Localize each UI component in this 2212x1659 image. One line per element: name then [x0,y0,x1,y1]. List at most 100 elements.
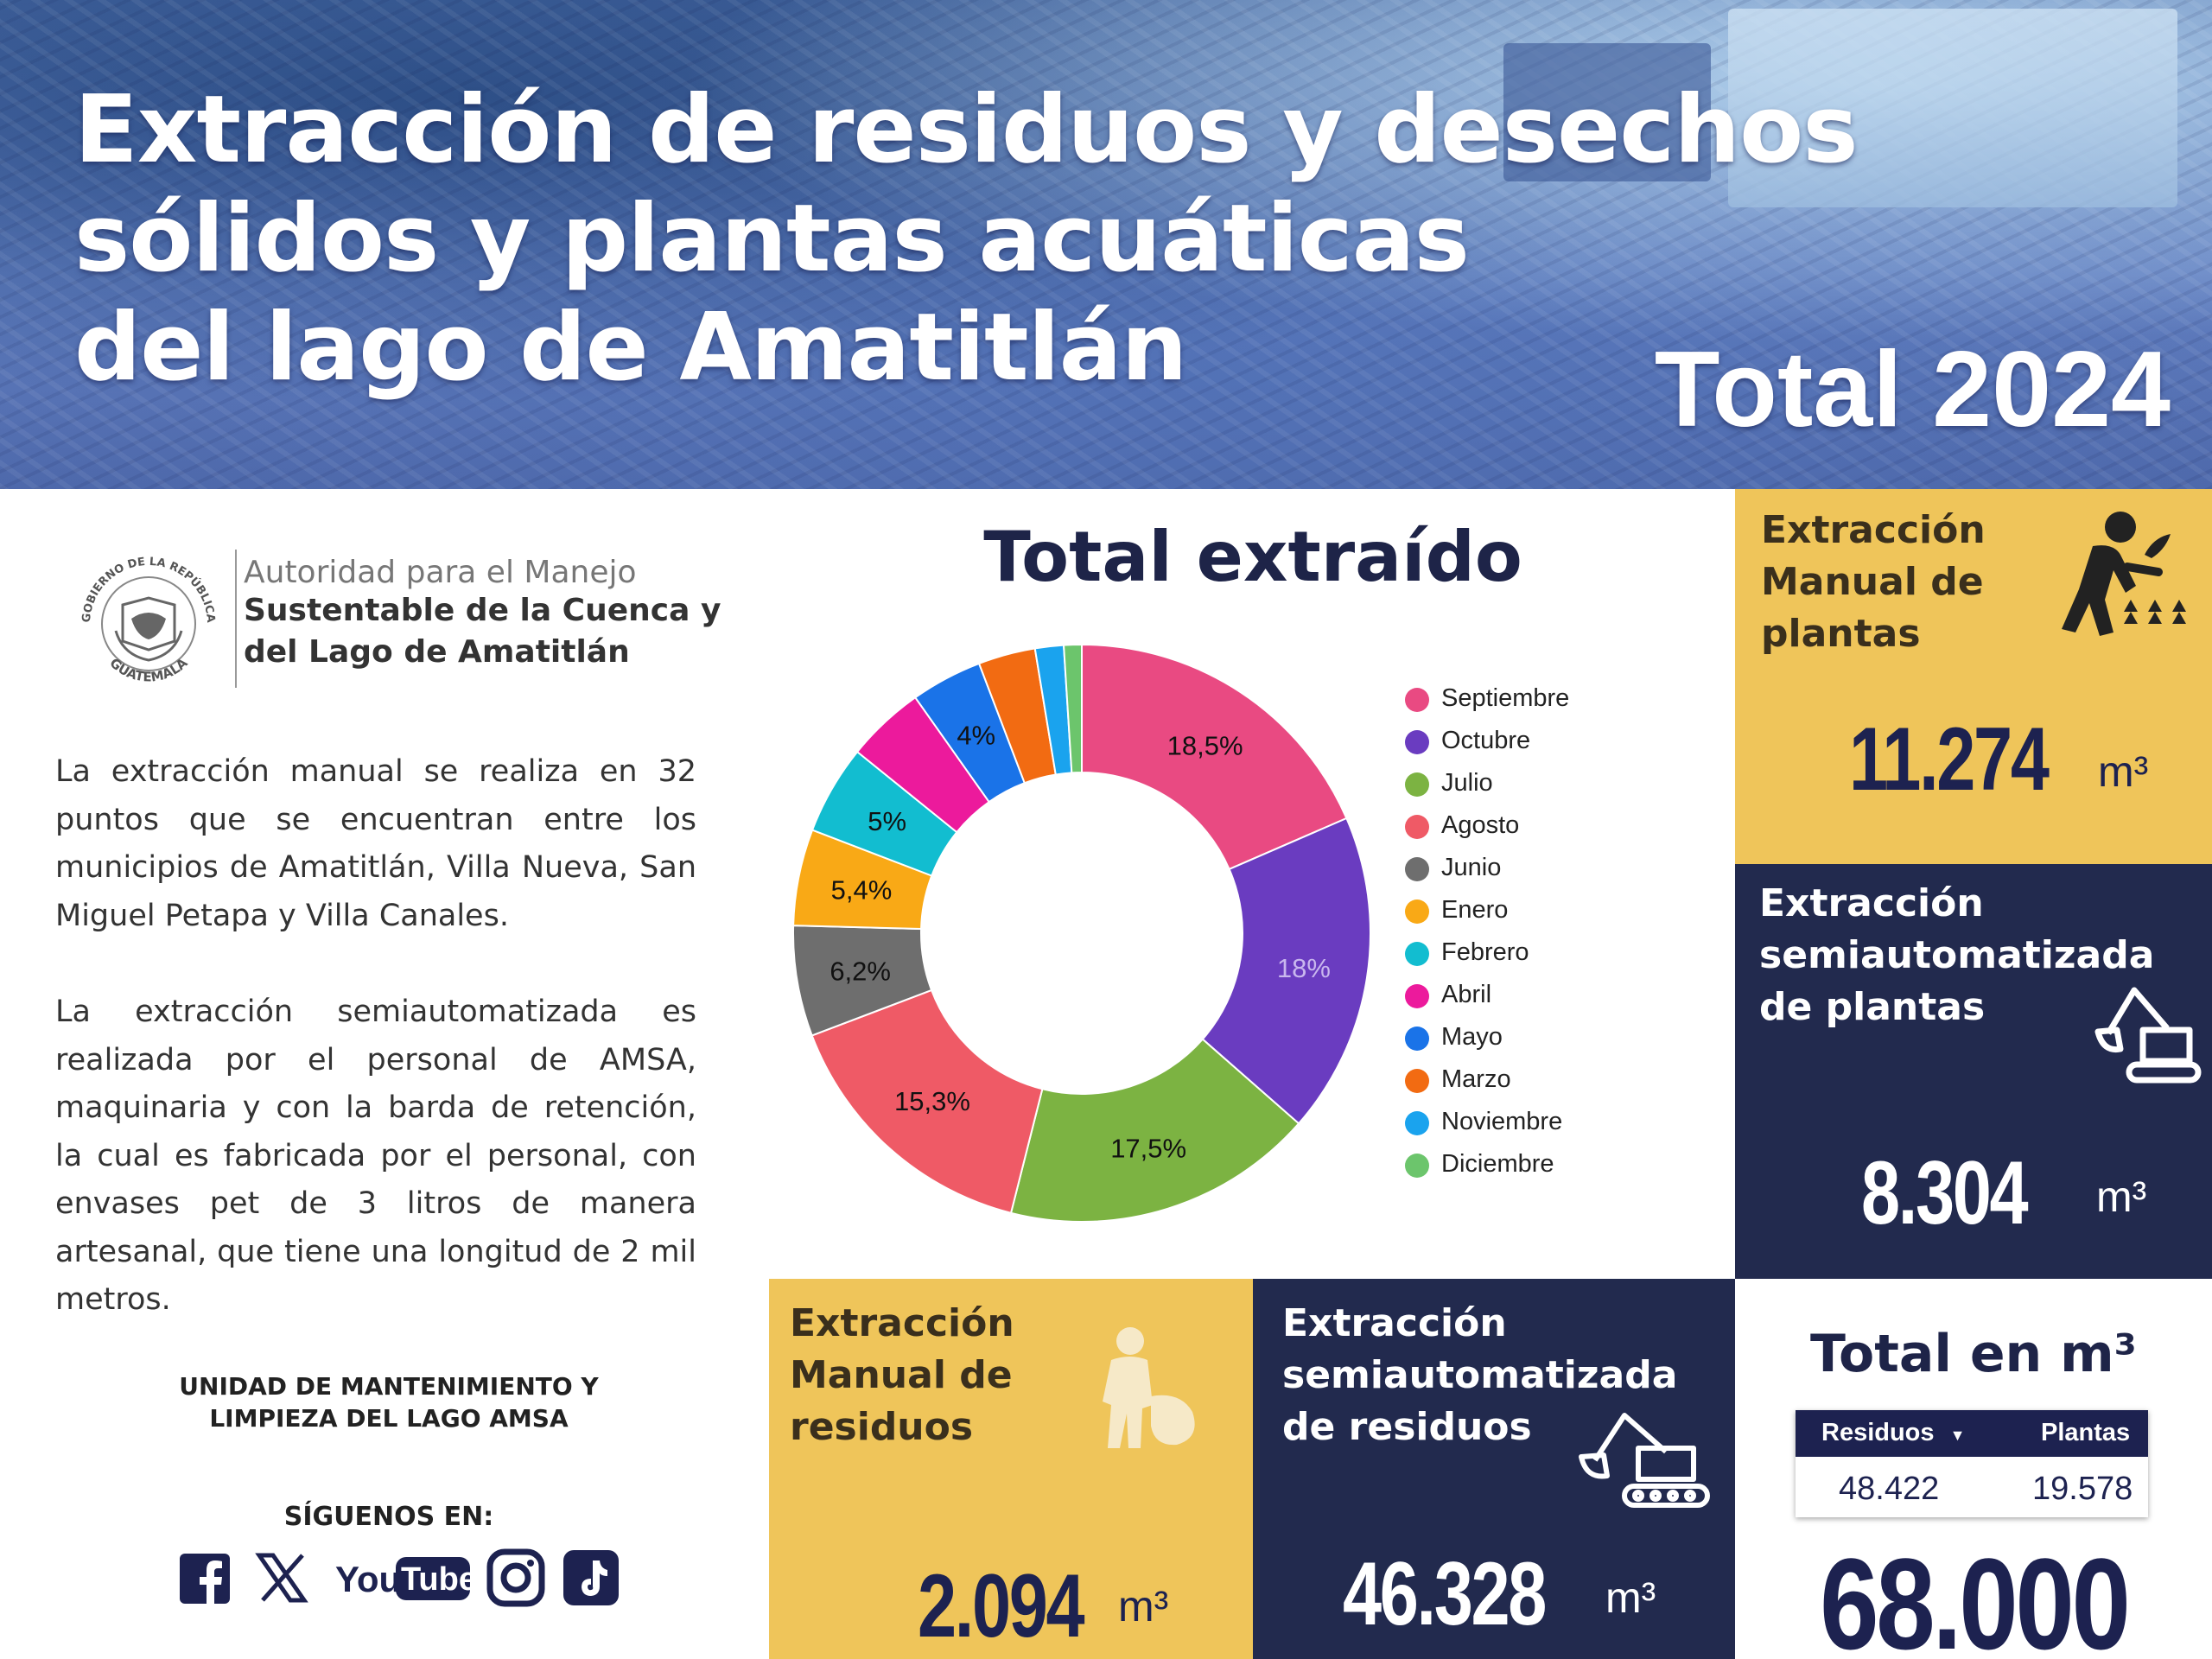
legend-item-enero[interactable]: Enero [1405,894,1664,937]
logo-line-3: del Lago de Amatitlán [244,634,630,670]
logo-divider [235,550,237,688]
legend-swatch [1405,899,1429,924]
legend-label: Abril [1441,981,1492,1008]
panel-title-line: Extracción [790,1301,1014,1345]
donut-slice-julio[interactable] [1009,1038,1300,1223]
facebook-icon[interactable] [178,1547,233,1609]
guatemala-seal-icon: GOBIERNO DE LA REPÚBLICA GUATEMALA [80,556,217,685]
legend-item-julio[interactable]: Julio [1405,767,1664,810]
donut-slice-agosto[interactable] [810,988,1044,1215]
panel-semi-plants-unit: m³ [2096,1173,2147,1221]
slice-label-julio: 17,5% [1110,1133,1186,1163]
panel-manual-plants: Extracción Manual de plantas 11.274 m³ [1735,489,2212,864]
slice-label-enero: 5,4% [831,874,893,905]
amsa-logo: GOBIERNO DE LA REPÚBLICA GUATEMALA Autor… [71,544,721,700]
legend-item-septiembre[interactable]: Septiembre [1405,683,1664,725]
totals-title: Total en m³ [1810,1324,2137,1384]
residuos-header-label: Residuos [1821,1419,1935,1446]
grand-total: 68.000 [1735,1529,2212,1659]
grand-total-value: 68.000 [1819,1531,2131,1659]
panel-title-line: Extracción [1759,881,1984,925]
legend-label: Noviembre [1441,1108,1563,1135]
legend-item-noviembre[interactable]: Noviembre [1405,1106,1664,1148]
donut-slice-septiembre[interactable] [1081,643,1348,871]
slice-label-febrero: 5% [868,806,906,836]
title-line-3: del lago de Amatitlán [74,294,1187,402]
plantas-column-header[interactable]: Plantas [2041,1419,2131,1446]
legend-item-febrero[interactable]: Febrero [1405,937,1664,979]
chart-legend: Septiembre Octubre Julio Agosto Junio Enero Fe… [1405,683,1664,1191]
residuos-value: 48.422 [1839,1471,1940,1507]
donut-slice-octubre[interactable] [1201,817,1371,1125]
page-title: Extracción de residuos y desechos sólido… [74,76,1889,403]
legend-item-mayo[interactable]: Mayo [1405,1021,1664,1064]
legend-swatch [1405,984,1429,1008]
logo-line-1: Autoridad para el Manejo [244,555,637,590]
panel-title-line: Extracción [1761,508,1986,552]
youtube-icon[interactable]: You Tube [334,1547,472,1609]
excavator-icon [1579,1413,1710,1508]
panel-title-line: Extracción [1282,1301,1507,1345]
panel-semi-plants-value: 8.304 [1861,1143,2029,1243]
legend-swatch [1405,1069,1429,1093]
legend-swatch [1405,1154,1429,1178]
panel-semi-waste-unit: m³ [1605,1573,1656,1622]
panel-title-line: residuos [790,1405,974,1449]
title-line-2: sólidos y plantas acuáticas [74,185,1470,293]
legend-item-junio[interactable]: Junio [1405,852,1664,894]
legend-item-marzo[interactable]: Marzo [1405,1064,1664,1106]
panel-manual-plants-value: 11.274 [1849,709,2050,810]
excavator-icon [2094,987,2202,1084]
logo-line-2: Sustentable de la Cuenca y [244,593,721,628]
residuos-column-header[interactable]: Residuos ▼ [1821,1419,1965,1447]
legend-label: Agosto [1441,811,1520,839]
donut-chart: 18,5% 18% 17,5% 15,3% 6,2% 5,4% 5% 4% [792,643,1371,1223]
legend-label: Febrero [1441,938,1529,966]
legend-label: Marzo [1441,1065,1511,1093]
legend-swatch [1405,857,1429,881]
header-banner: Extracción de residuos y desechos sólido… [0,0,2212,489]
legend-swatch [1405,942,1429,966]
legend-label: Octubre [1441,727,1531,754]
legend-swatch [1405,1027,1429,1051]
semi-extraction-paragraph: La extracción semiautomatizada es realiz… [55,995,696,1317]
legend-swatch [1405,730,1429,754]
total-year-label: Total 2024 [1654,330,2171,449]
panel-semi-plants-title: Extracción semiautomatizada de plantas [1759,878,2154,1033]
legend-item-octubre[interactable]: Octubre [1405,725,1664,767]
legend-swatch [1405,688,1429,712]
legend-label: Enero [1441,896,1509,924]
legend-swatch [1405,772,1429,797]
banner-truck-shape [1503,9,2177,207]
sort-caret-icon[interactable]: ▼ [1949,1427,1966,1444]
donut-slice-diciembre[interactable] [1062,643,1083,774]
youtube-text-b: Tube [401,1561,472,1598]
slice-label-mayo: 4% [957,721,995,751]
x-icon[interactable] [254,1547,309,1609]
legend-item-abril[interactable]: Abril [1405,979,1664,1021]
unit-name-line-2: LIMPIEZA DEL LAGO AMSA [209,1404,569,1433]
legend-swatch [1405,1111,1429,1135]
panel-title-line: de residuos [1282,1405,1532,1449]
panel-semi-waste-title: Extracción semiautomatizada de residuos [1282,1298,1677,1453]
slice-label-junio: 6,2% [830,956,891,986]
totals-table: Residuos ▼ Plantas 48.422 19.578 [1796,1410,2148,1517]
legend-item-diciembre[interactable]: Diciembre [1405,1148,1664,1191]
panel-title-line: semiautomatizada [1282,1353,1678,1397]
unit-name: UNIDAD DE MANTENIMIENTO Y LIMPIEZA DEL L… [130,1370,648,1434]
legend-label: Mayo [1441,1023,1503,1051]
panel-manual-plants-unit: m³ [2098,747,2149,796]
panel-title-line: Manual de [790,1353,1013,1397]
tiktok-icon[interactable] [562,1547,620,1609]
manual-extraction-paragraph: La extracción manual se realiza en 32 pu… [55,754,696,933]
panel-manual-waste-value: 2.094 [918,1556,1085,1656]
panel-title-line: de plantas [1759,985,1986,1029]
slice-label-agosto: 15,3% [894,1086,970,1116]
legend-swatch [1405,815,1429,839]
legend-item-agosto[interactable]: Agosto [1405,810,1664,852]
logo-text: Autoridad para el Manejo Sustentable de … [244,555,721,673]
plantas-value: 19.578 [2032,1471,2133,1507]
slice-label-octubre: 18% [1277,953,1331,983]
instagram-icon[interactable] [486,1547,546,1609]
follow-us-label: SÍGUENOS EN: [283,1502,494,1532]
